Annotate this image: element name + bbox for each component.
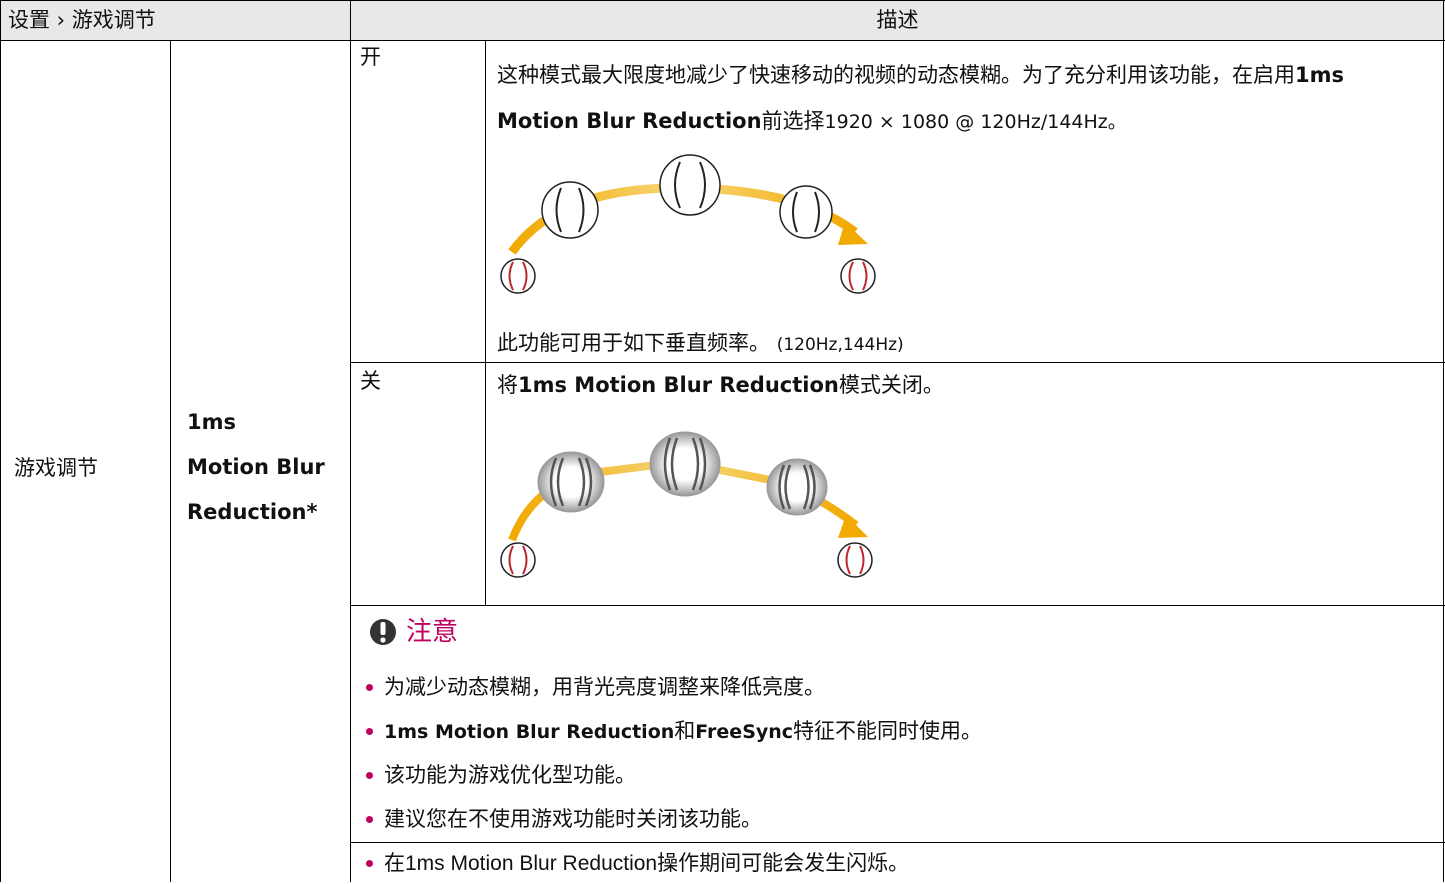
bullet bbox=[366, 684, 373, 691]
border bbox=[350, 0, 351, 882]
text: 前选择 bbox=[761, 109, 825, 133]
note-item: 1ms Motion Blur Reduction和FreeSync特征不能同时… bbox=[366, 711, 982, 752]
mode-text: 这种模式最大限度地减少了快速移动的视频的动态模糊。为了充分利用该功能，在启用1m… bbox=[497, 52, 1432, 145]
border bbox=[485, 40, 486, 605]
border bbox=[0, 0, 1, 882]
note-title: 注意 bbox=[406, 617, 459, 647]
mode-label: 关 bbox=[360, 369, 381, 393]
mode-footnote: 此功能可用于如下垂直频率。 (120Hz,144Hz) bbox=[497, 323, 904, 365]
text: 建议您在不使用游戏功能时关闭该功能。 bbox=[384, 807, 762, 831]
text: 模式关闭。 bbox=[838, 373, 944, 397]
feature-line: Motion Blur bbox=[187, 455, 325, 479]
header-description: 描述 bbox=[876, 8, 919, 32]
note-item: 该功能为游戏优化型功能。 bbox=[366, 755, 636, 795]
text: 1920 × 1080 @ 120Hz/144Hz。 bbox=[824, 111, 1127, 133]
text: 将 bbox=[497, 373, 518, 397]
border bbox=[350, 842, 1445, 843]
border bbox=[0, 40, 1445, 41]
bullet bbox=[366, 772, 373, 779]
feature-line: 1ms bbox=[187, 410, 236, 434]
text: 特征不能同时使用。 bbox=[793, 719, 983, 743]
text: 和 bbox=[674, 719, 696, 743]
note-item: 建议您在不使用游戏功能时关闭该功能。 bbox=[366, 799, 762, 839]
text: 这种模式最大限度地减少了快速移动的视频的动态模糊。为了充分利用该功能，在启用 bbox=[497, 63, 1295, 87]
border bbox=[170, 40, 171, 882]
border bbox=[350, 605, 1445, 606]
text: (120Hz,144Hz) bbox=[776, 335, 904, 355]
on-illustration bbox=[500, 154, 876, 294]
bullet bbox=[366, 816, 373, 823]
text: 此功能可用于如下垂直频率。 bbox=[497, 331, 770, 355]
text: 1ms Motion Blur Reduction bbox=[518, 373, 839, 397]
menu: 游戏调节 bbox=[14, 456, 98, 480]
border bbox=[1443, 0, 1444, 882]
header-setting: 设置 › 游戏调节 bbox=[8, 8, 156, 32]
feature-line: Reduction* bbox=[187, 500, 318, 524]
header-bg bbox=[0, 0, 1445, 40]
text: 为减少动态模糊，用背光亮度调整来降低亮度。 bbox=[384, 675, 825, 699]
bullet bbox=[366, 728, 373, 735]
text: 1ms Motion Blur Reduction bbox=[497, 63, 1344, 133]
off-illustration bbox=[500, 431, 873, 578]
text: 在1ms Motion Blur Reduction操作期间可能会发生闪烁。 bbox=[384, 852, 910, 875]
note-item: 在1ms Motion Blur Reduction操作期间可能会发生闪烁。 bbox=[366, 843, 909, 884]
mode-label: 开 bbox=[360, 45, 381, 69]
text: FreeSync bbox=[695, 721, 794, 743]
note-icon bbox=[370, 619, 396, 645]
bullet bbox=[366, 860, 373, 867]
text: 1ms Motion Blur Reduction bbox=[384, 721, 675, 743]
border bbox=[350, 362, 1445, 363]
border bbox=[0, 0, 1445, 1]
note-item: 为减少动态模糊，用背光亮度调整来降低亮度。 bbox=[366, 667, 825, 707]
text: 该功能为游戏优化型功能。 bbox=[384, 763, 636, 787]
mode-text: 将1ms Motion Blur Reduction模式关闭。 bbox=[497, 365, 944, 405]
